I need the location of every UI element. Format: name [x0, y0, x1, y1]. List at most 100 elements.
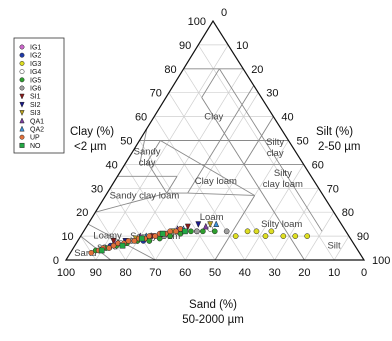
grid-line-sand	[124, 164, 186, 261]
legend-label-up: UP	[30, 135, 40, 142]
class-label-line: clay	[139, 158, 156, 169]
silt-axis-label: Silt (%)	[316, 126, 353, 138]
data-point-up	[146, 233, 153, 239]
class-boundary	[218, 68, 323, 232]
data-points-layer	[88, 220, 311, 256]
class-boundary	[146, 161, 168, 194]
silt-tick-label: 100	[372, 255, 390, 267]
sand-tick-label: 40	[239, 267, 251, 279]
clay-tick-label: 60	[135, 112, 147, 124]
data-point-up	[106, 245, 112, 251]
class-label-sand: Sand	[74, 248, 96, 259]
data-point-ig3	[280, 233, 287, 239]
apex-tick-label: 0	[221, 7, 227, 19]
data-point-ig3	[268, 228, 275, 235]
class-boundary	[146, 140, 161, 163]
class-label-loam: Loam	[200, 212, 224, 223]
legend-marker-si3	[19, 110, 25, 117]
legend-label-ig4: IG4	[30, 69, 41, 76]
data-point-no	[138, 235, 145, 242]
class-boundary	[201, 97, 305, 261]
legend-label-ig6: IG6	[30, 86, 41, 93]
class-boundary	[160, 140, 255, 196]
class-label-line: Sandy	[134, 147, 161, 158]
clay-tick-label: 80	[164, 64, 176, 76]
class-boundary	[187, 133, 225, 194]
data-point-qa2	[213, 220, 220, 227]
class-boundary	[201, 68, 220, 98]
class-label-clay-loam: Clay loam	[195, 176, 237, 187]
legend-label-ig1: IG1	[30, 45, 41, 52]
data-point-up	[152, 233, 159, 239]
data-point-up	[88, 249, 95, 256]
class-label-line: clay	[267, 148, 284, 159]
legend-label-ig2: IG2	[30, 53, 41, 60]
series-ig3	[232, 228, 311, 239]
data-point-up	[173, 228, 179, 235]
sand-tick-label: 70	[149, 267, 161, 279]
data-point-up	[110, 242, 117, 249]
legend-marker-up	[19, 134, 25, 140]
legend-label-qa1: QA1	[30, 118, 44, 125]
clay-axis-sublabel: <2 µm	[74, 141, 107, 153]
grid-line-silt	[304, 212, 335, 261]
data-point-up	[167, 228, 173, 235]
class-label-line: Silty loam	[261, 219, 302, 230]
legend-label-ig5: IG5	[30, 77, 41, 84]
data-point-ig3	[232, 233, 239, 239]
legend-marker-si2	[19, 101, 25, 108]
class-label-sandy-clay-loam: Sandy clay loam	[110, 190, 180, 201]
class-label-line: Loam	[200, 212, 224, 223]
clay-tick-label: 30	[91, 183, 103, 195]
class-label-line: Loamy	[93, 230, 122, 241]
clay-tick-label: 50	[120, 136, 132, 148]
clay-tick-label: 40	[106, 159, 118, 171]
class-label-silt: Silt	[327, 241, 341, 252]
grid-layer	[80, 44, 350, 261]
data-point-ig3	[253, 228, 260, 235]
class-label-line: Clay	[204, 112, 223, 123]
class-label-line: Sandy clay loam	[110, 190, 180, 201]
data-point-ig3	[262, 233, 269, 239]
data-point-up	[131, 238, 138, 244]
data-point-no	[182, 228, 188, 235]
legend-marker-qa1	[19, 117, 25, 124]
sand-tick-label: 30	[268, 267, 280, 279]
grid-line-sand	[139, 140, 216, 261]
clay-tick-label: 100	[188, 16, 206, 28]
clay-tick-label: 10	[61, 231, 73, 243]
class-label-silty-loam: Silty loam	[261, 219, 302, 230]
silt-tick-label: 20	[251, 64, 263, 76]
class-label-line: Sand	[74, 248, 96, 259]
silt-axis-sublabel: 2-50 µm	[318, 141, 360, 153]
data-point-si2	[195, 221, 202, 228]
legend-label-qa2: QA2	[30, 127, 44, 134]
series-no	[98, 228, 188, 254]
class-boundary	[223, 85, 255, 134]
legend-label-si2: SI2	[30, 102, 41, 109]
legend-marker-ig5	[19, 77, 25, 83]
grid-line-silt	[333, 235, 350, 261]
legend-marker-no	[19, 142, 25, 148]
data-point-si1	[110, 238, 117, 245]
silt-tick-label: 80	[342, 207, 354, 219]
sand-axis-title: Sand (%) 50-2000 µm	[182, 299, 244, 326]
class-boundary	[214, 195, 256, 261]
triangle-frame	[64, 19, 366, 261]
grid-line-sand	[80, 235, 97, 261]
silt-tick-label: 30	[266, 88, 278, 100]
clay-axis-title: Clay (%) <2 µm	[70, 126, 114, 153]
data-point-no	[119, 242, 126, 249]
legend-marker-si1	[19, 93, 25, 100]
silt-tick-label: 60	[312, 159, 324, 171]
silt-axis-title: Silt (%) 2-50 µm	[316, 126, 360, 153]
class-label-silty-clay: Silty clay	[266, 137, 284, 159]
data-point-up	[125, 238, 132, 244]
class-label-line: clay loam	[263, 179, 303, 190]
legend-marker-ig1	[19, 44, 25, 50]
clay-tick-label: 20	[76, 207, 88, 219]
class-label-line: Silty	[274, 168, 292, 179]
class-label-line: Silty	[266, 137, 284, 148]
silt-tick-label: 90	[357, 231, 369, 243]
